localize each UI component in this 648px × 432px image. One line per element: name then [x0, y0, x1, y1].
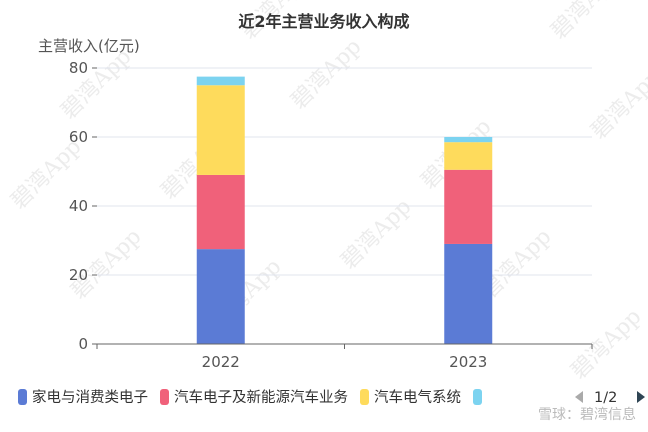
gridlines [97, 67, 592, 276]
footer-credit: 雪球：碧湾信息 [538, 407, 636, 423]
bars [196, 76, 493, 344]
y-tick-label: 60 [69, 128, 88, 146]
x-tick-label: 2023 [449, 353, 487, 371]
legend-swatch [473, 389, 482, 405]
legend-swatch [160, 389, 169, 405]
bar-segment-2023-series-2 [444, 169, 493, 244]
legend: 家电与消费类电子 汽车电子及新能源汽车业务 汽车电气系统 1/2 [18, 389, 645, 406]
legend-label: 汽车电子及新能源汽车业务 [174, 389, 348, 406]
y-tick-label: 20 [69, 266, 88, 284]
legend-swatch [360, 389, 369, 405]
bar-segment-2022-series-2 [196, 174, 245, 250]
x-axis-ticks: 2022 2023 [96, 344, 593, 371]
legend-label: 家电与消费类电子 [32, 389, 148, 406]
bar-segment-2023-series-3 [444, 142, 493, 170]
watermark-text: 碧湾App [67, 224, 147, 304]
bar-segment-2022-series-3 [196, 85, 245, 175]
legend-item-2[interactable]: 汽车电子及新能源汽车业务 [160, 389, 348, 406]
y-tick-label: 0 [78, 335, 88, 353]
legend-label: 汽车电气系统 [374, 389, 461, 406]
legend-pager: 1/2 [575, 390, 645, 406]
y-axis-label: 主营收入(亿元) [38, 37, 140, 55]
y-tick-label: 80 [69, 59, 88, 77]
y-tick-label: 40 [69, 197, 88, 215]
bar-segment-2023-series-4 [444, 137, 493, 143]
legend-page-indicator: 1/2 [594, 390, 617, 406]
watermark-text: 碧湾App [287, 34, 367, 114]
bar-segment-2022-series-4 [196, 76, 245, 86]
legend-swatch [18, 389, 27, 405]
triangle-right-icon[interactable] [637, 391, 645, 403]
legend-item-4[interactable] [473, 389, 482, 405]
legend-item-1[interactable]: 家电与消费类电子 [18, 389, 148, 406]
triangle-left-icon[interactable] [575, 391, 583, 403]
y-axis-ticks: 0 20 40 60 80 [69, 59, 97, 353]
watermark-text: 碧湾App [587, 64, 648, 144]
chart-title: 近2年主营业务收入构成 [238, 12, 409, 31]
x-tick-label: 2022 [202, 353, 240, 371]
watermark-text: 碧湾App [547, 0, 627, 44]
bar-segment-2023-series-1 [444, 243, 493, 344]
bar-segment-2022-series-1 [196, 249, 245, 344]
legend-item-3[interactable]: 汽车电气系统 [360, 389, 461, 406]
watermark-text: 碧湾App [57, 44, 137, 124]
